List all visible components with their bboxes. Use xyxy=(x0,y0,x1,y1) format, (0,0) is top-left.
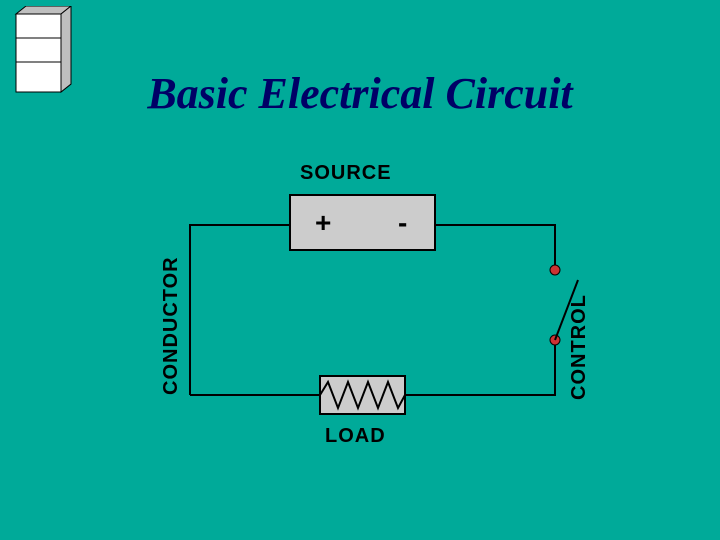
wire-right-bottom xyxy=(405,340,555,395)
source-box xyxy=(290,195,435,250)
switch-arm xyxy=(555,280,578,340)
wire-left xyxy=(190,225,290,395)
circuit-diagram: + - xyxy=(0,0,720,540)
terminal-neg: - xyxy=(398,207,407,238)
terminal-pos: + xyxy=(315,207,331,238)
switch-terminal-top xyxy=(550,265,560,275)
wire-right-top xyxy=(435,225,555,270)
